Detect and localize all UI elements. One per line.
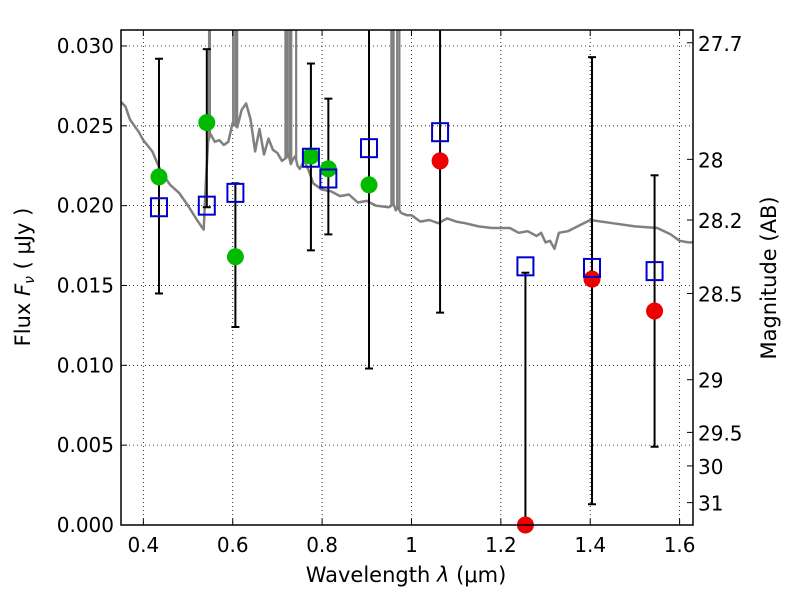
y-tick-label: 0.020 <box>57 194 114 218</box>
y-tick-label: 0.005 <box>57 433 114 457</box>
x-tick-label: 1 <box>405 533 418 557</box>
y2-tick-label: 29.5 <box>698 421 743 445</box>
acs-data-point <box>302 147 320 165</box>
model-flux-point <box>301 147 320 168</box>
acs-data-point <box>198 114 216 132</box>
y-tick-label: 0.030 <box>57 34 114 58</box>
x-tick-label: 0.4 <box>127 533 159 557</box>
y2-tick-label: 27.7 <box>698 32 743 56</box>
x-axis-label: Wavelength λ (μm) <box>306 563 507 587</box>
x-tick-label: 1.2 <box>485 533 517 557</box>
y2-tick-label: 28 <box>698 148 723 172</box>
y-tick-label: 0.025 <box>57 114 114 138</box>
y-tick-label: 0.015 <box>57 273 114 297</box>
y-tick-label: 0.010 <box>57 353 114 377</box>
y2-tick-label: 31 <box>698 492 723 516</box>
wfc3-data-point <box>583 270 601 288</box>
model-flux-point <box>226 182 245 203</box>
x-tick-label: 0.6 <box>217 533 249 557</box>
model-flux-point <box>645 261 664 282</box>
sed-template-layer <box>121 30 693 251</box>
model-flux-point <box>319 168 338 189</box>
markers <box>149 114 664 534</box>
x-tick-label: 1.4 <box>574 533 606 557</box>
acs-data-point <box>360 176 378 194</box>
wfc3-data-point <box>646 302 664 320</box>
model-flux-point <box>197 195 216 216</box>
model-flux-point <box>431 122 450 143</box>
x-tick-label: 0.8 <box>306 533 338 557</box>
model-flux-point <box>583 257 602 278</box>
y2-tick-label: 28.2 <box>698 209 743 233</box>
y2-axis-label: Magnitude (AB) <box>757 196 781 359</box>
y2-tick-label: 29 <box>698 369 723 393</box>
y-axis-label: Flux Fν ( μJy ) <box>11 208 38 347</box>
y2-tick-label: 28.5 <box>698 282 743 306</box>
wfc3-data-point <box>431 152 449 170</box>
acs-data-point <box>226 248 244 266</box>
x-tick-label: 1.6 <box>664 533 696 557</box>
y2-tick-label: 30 <box>698 455 723 479</box>
acs-data-point <box>150 168 168 186</box>
plot-frame <box>120 29 694 526</box>
model-flux-point <box>360 138 379 159</box>
model-flux-point <box>149 197 168 218</box>
y-tick-label: 0.000 <box>57 513 114 537</box>
model-flux-point <box>516 256 535 277</box>
ticks: 0.4 0.6 0.8 1 1.2 1.4 1.6 0.000 0.005 0.010 0.015 0… <box>57 30 743 557</box>
